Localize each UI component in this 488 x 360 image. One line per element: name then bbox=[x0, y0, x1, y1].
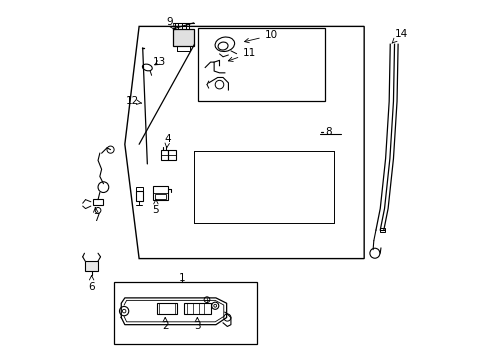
Text: 5: 5 bbox=[152, 199, 159, 215]
Bar bbox=[114, 282, 257, 344]
Text: 8: 8 bbox=[324, 127, 331, 137]
Text: 11: 11 bbox=[228, 48, 256, 62]
Text: 1: 1 bbox=[178, 273, 185, 283]
Text: 14: 14 bbox=[391, 28, 407, 43]
Bar bbox=[183, 303, 210, 314]
Bar bbox=[161, 150, 167, 160]
Bar bbox=[135, 187, 142, 191]
Bar bbox=[157, 303, 176, 314]
Text: 4: 4 bbox=[164, 134, 171, 148]
Text: 12: 12 bbox=[125, 96, 141, 107]
Bar bbox=[93, 199, 103, 205]
Text: 10: 10 bbox=[244, 30, 277, 43]
Text: 13: 13 bbox=[153, 57, 166, 67]
Text: 7: 7 bbox=[93, 207, 100, 223]
Bar bbox=[135, 191, 142, 201]
Bar bbox=[153, 186, 167, 201]
Bar bbox=[198, 28, 324, 102]
Bar bbox=[173, 29, 193, 46]
Text: 3: 3 bbox=[194, 318, 200, 332]
Bar bbox=[155, 194, 165, 199]
Text: 6: 6 bbox=[88, 275, 95, 292]
Text: 9: 9 bbox=[166, 17, 174, 30]
Bar bbox=[379, 228, 384, 232]
Text: 2: 2 bbox=[162, 318, 168, 332]
Bar bbox=[85, 261, 98, 271]
Bar bbox=[167, 150, 175, 160]
